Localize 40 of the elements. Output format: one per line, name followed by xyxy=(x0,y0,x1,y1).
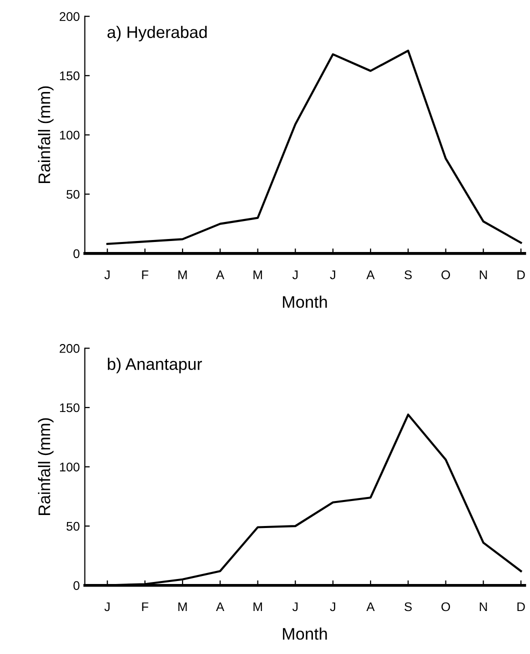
x-tick-label: J xyxy=(330,602,336,612)
x-tick-label: J xyxy=(292,602,298,612)
y-tick-label: 150 xyxy=(60,71,80,80)
y-tick-label: 150 xyxy=(60,403,80,412)
x-tick-label: J xyxy=(104,270,110,280)
x-tick-label: N xyxy=(480,270,487,280)
x-tick-label: S xyxy=(404,270,412,280)
x-tick-label: D xyxy=(517,602,525,612)
x-tick-label: J xyxy=(104,602,110,612)
x-tick-label: A xyxy=(216,270,224,280)
y-tick-label: 50 xyxy=(66,522,80,531)
x-tick-label: D xyxy=(517,270,525,280)
y-tick-label: 200 xyxy=(60,12,80,21)
x-tick-label: M xyxy=(254,270,262,280)
y-tick-label: 100 xyxy=(60,130,80,140)
y-tick-label: 100 xyxy=(60,462,80,472)
x-axis-title: Month xyxy=(282,628,327,640)
x-tick-label: A xyxy=(366,602,375,612)
text: a) Hyderabad xyxy=(108,26,207,42)
x-tick-label: A xyxy=(366,270,375,280)
x-tick-label: F xyxy=(142,270,148,280)
y-tick-label: 50 xyxy=(66,190,80,199)
x-tick-label: O xyxy=(441,270,450,280)
x-tick-label: M xyxy=(254,602,262,612)
y-axis-title: Rainfall (mm) xyxy=(38,418,54,515)
y-tick-label: 200 xyxy=(60,344,80,353)
y-tick-label: 0 xyxy=(73,249,80,258)
text: b) Anantapur xyxy=(108,358,202,374)
x-axis-title: Month xyxy=(282,296,327,308)
x-tick-label: O xyxy=(441,602,450,612)
x-tick-label: J xyxy=(330,270,336,280)
x-tick-label: A xyxy=(216,602,224,612)
y-axis-title: Rainfall (mm) xyxy=(38,86,54,184)
x-tick-label: M xyxy=(178,270,187,280)
x-tick-label: M xyxy=(178,602,187,612)
y-tick-label: 0 xyxy=(73,581,80,590)
x-tick-label: S xyxy=(404,602,412,612)
x-tick-label: N xyxy=(480,602,487,612)
x-tick-label: F xyxy=(142,602,148,612)
x-tick-label: J xyxy=(292,270,298,280)
